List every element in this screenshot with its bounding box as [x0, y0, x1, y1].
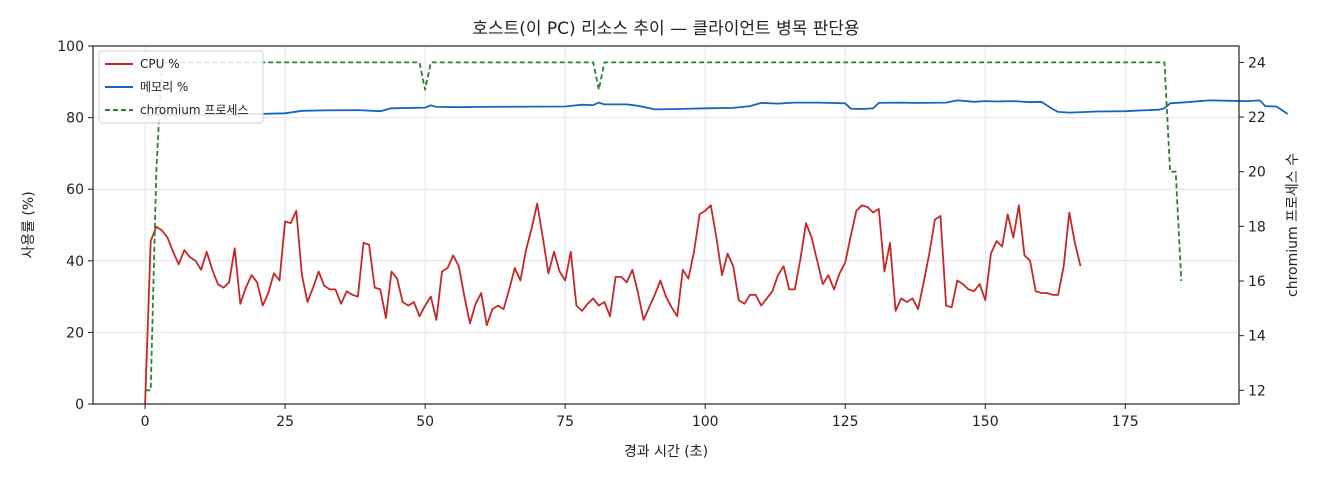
series-layer	[144, 61, 1289, 405]
x-axis-label: 경과 시간 (초)	[624, 444, 708, 460]
y2-axis-label: chromium 프로세스 수	[1285, 153, 1301, 297]
y-axis-left: 0 20 40 60 80 100	[57, 39, 93, 413]
x-tick-label: 50	[416, 414, 434, 430]
y-tick-label: 100	[57, 39, 84, 55]
x-tick-label: 175	[1112, 414, 1139, 430]
x-tick-label: 0	[141, 414, 150, 430]
legend-label-chromium: chromium 프로세스	[140, 103, 249, 117]
memory-series-line	[145, 99, 1289, 116]
y-tick-label: 0	[75, 397, 84, 413]
chart-title: 호스트(이 PC) 리소스 추이 — 클라이언트 병목 판단용	[472, 19, 859, 39]
x-axis: 0 25 50 75 100 125 150 175	[141, 404, 1139, 430]
y2-tick-label: 20	[1248, 165, 1266, 181]
plot-frame	[92, 45, 1240, 405]
legend-label-memory: 메모리 %	[140, 80, 188, 94]
y-tick-label: 80	[66, 111, 84, 127]
y2-tick-label: 18	[1248, 219, 1266, 235]
x-tick-label: 125	[832, 414, 859, 430]
y2-tick-label: 12	[1248, 383, 1266, 399]
cpu-series-line	[144, 202, 1082, 405]
y-tick-label: 60	[66, 182, 84, 198]
y-axis-label: 사용률 (%)	[21, 191, 37, 258]
y2-tick-label: 14	[1248, 329, 1266, 345]
y-tick-label: 40	[66, 254, 84, 270]
y-tick-label: 20	[66, 325, 84, 341]
y-axis-right: 12 14 16 18 20 22 24	[1239, 55, 1266, 399]
y2-tick-label: 24	[1248, 55, 1266, 71]
x-tick-label: 25	[276, 414, 294, 430]
x-tick-label: 100	[692, 414, 719, 430]
x-tick-label: 150	[972, 414, 999, 430]
x-tick-label: 75	[556, 414, 574, 430]
chromium-series-line	[145, 61, 1183, 392]
y2-tick-label: 16	[1248, 274, 1266, 290]
legend-label-cpu: CPU %	[140, 57, 180, 71]
y2-tick-label: 22	[1248, 110, 1266, 126]
legend-box	[98, 50, 264, 124]
legend: CPU % 메모리 % chromium 프로세스	[98, 50, 264, 124]
